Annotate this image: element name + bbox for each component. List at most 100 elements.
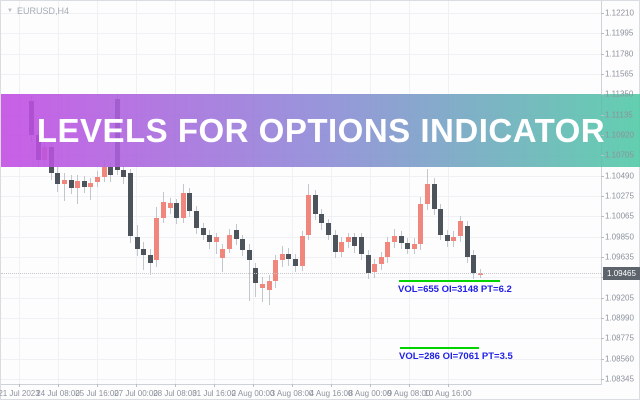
chart-title: ▼ EURUSD,H4 bbox=[7, 6, 69, 16]
candle-body bbox=[194, 210, 199, 228]
time-axis-tick bbox=[136, 384, 137, 387]
price-axis-tick bbox=[601, 338, 604, 339]
candle-body bbox=[174, 203, 179, 219]
candle-body bbox=[293, 259, 298, 266]
chart-plot-area[interactable] bbox=[1, 1, 602, 385]
candle-body bbox=[161, 202, 166, 218]
candle-body bbox=[319, 213, 324, 224]
options-level-annotation: VOL=286 OI=7061 PT=3.5 bbox=[399, 351, 513, 362]
candle-body bbox=[339, 242, 344, 252]
grid-line-horizontal bbox=[1, 338, 601, 339]
grid-line-vertical bbox=[58, 1, 59, 384]
candle-body bbox=[326, 223, 331, 235]
candle-wick bbox=[77, 174, 78, 205]
candle-body bbox=[267, 281, 272, 290]
candle-body bbox=[135, 236, 140, 249]
options-level-line bbox=[400, 347, 479, 349]
time-axis-label: 27 Jul 00:00 bbox=[114, 389, 158, 398]
candle-body bbox=[366, 254, 371, 273]
collapse-triangle-icon: ▼ bbox=[7, 8, 13, 14]
price-axis-label: 1.08990 bbox=[605, 313, 634, 323]
candle-body bbox=[399, 235, 404, 244]
symbol-timeframe-label: EURUSD,H4 bbox=[16, 6, 69, 16]
grid-line-horizontal bbox=[1, 379, 601, 380]
candle-body bbox=[128, 173, 133, 237]
grid-line-horizontal bbox=[1, 277, 601, 278]
candle-body bbox=[346, 237, 351, 243]
candle-wick bbox=[249, 244, 250, 301]
candle-body bbox=[181, 192, 186, 219]
grid-line-vertical bbox=[136, 1, 137, 384]
price-axis-tick bbox=[601, 135, 604, 136]
price-axis-label: 1.12210 bbox=[605, 8, 634, 18]
price-axis-label: 1.10490 bbox=[605, 171, 634, 181]
price-axis-label: 1.10275 bbox=[605, 191, 634, 201]
price-axis-label: 1.09850 bbox=[605, 232, 634, 242]
time-axis-label: 31 Jul 16:00 bbox=[192, 389, 236, 398]
candle-body bbox=[227, 234, 232, 249]
time-axis-tick bbox=[409, 384, 410, 387]
banner-text: LEVELS FOR OPTIONS INDICATOR bbox=[36, 111, 606, 149]
candle-body bbox=[280, 253, 285, 261]
price-axis-label: 1.08560 bbox=[605, 354, 634, 364]
candle-body bbox=[471, 254, 476, 274]
candle-body bbox=[445, 234, 450, 242]
price-axis-label: 1.11135 bbox=[605, 110, 633, 120]
price-axis-label: 1.11995 bbox=[605, 28, 634, 38]
candle-body bbox=[148, 255, 153, 263]
candle-body bbox=[102, 167, 107, 177]
price-axis-tick bbox=[601, 298, 604, 299]
price-axis-tick bbox=[601, 379, 604, 380]
options-level-line bbox=[399, 280, 500, 282]
candle-body bbox=[108, 167, 113, 175]
candle-body bbox=[62, 179, 67, 185]
price-axis-label: 1.09205 bbox=[605, 293, 634, 303]
grid-line-horizontal bbox=[1, 298, 601, 299]
time-axis-label: 10 Aug 16:00 bbox=[424, 389, 472, 398]
current-price-tag: 1.09465 bbox=[603, 267, 640, 280]
candle-wick bbox=[262, 277, 263, 302]
candle-body bbox=[214, 237, 219, 243]
candle-wick bbox=[216, 232, 217, 255]
price-axis-label: 1.10065 bbox=[605, 211, 634, 221]
price-axis-label: 1.08775 bbox=[605, 333, 634, 343]
price-axis-label: 1.11780 bbox=[605, 49, 634, 59]
candle-body bbox=[55, 173, 60, 185]
candle-body bbox=[458, 221, 463, 237]
indicator-banner: LEVELS FOR OPTIONS INDICATOR bbox=[1, 94, 640, 167]
options-level-annotation: VOL=655 OI=3148 PT=6.2 bbox=[398, 284, 512, 295]
price-axis-tick bbox=[601, 74, 604, 75]
grid-line-vertical bbox=[409, 1, 410, 384]
grid-line-vertical bbox=[175, 1, 176, 384]
candle-body bbox=[75, 180, 80, 189]
time-axis-tick bbox=[214, 384, 215, 387]
candle-body bbox=[425, 183, 430, 205]
grid-line-vertical bbox=[253, 1, 254, 384]
grid-line-horizontal bbox=[1, 359, 601, 360]
price-axis-label: 1.10705 bbox=[605, 150, 634, 160]
candle-body bbox=[418, 204, 423, 245]
candle-body bbox=[187, 192, 192, 211]
price-axis-label: 1.11350 bbox=[605, 89, 634, 99]
time-axis-tick bbox=[370, 384, 371, 387]
grid-line-horizontal bbox=[1, 196, 601, 197]
candle-body bbox=[385, 242, 390, 258]
candle-wick bbox=[269, 275, 270, 305]
time-axis-tick bbox=[292, 384, 293, 387]
time-axis-tick bbox=[175, 384, 176, 387]
price-axis-tick bbox=[601, 94, 604, 95]
time-axis-tick bbox=[331, 384, 332, 387]
candle-body bbox=[69, 179, 74, 189]
grid-line-horizontal bbox=[1, 33, 601, 34]
price-axis-tick bbox=[601, 277, 604, 278]
price-axis-label: 1.08345 bbox=[605, 374, 634, 384]
candle-body bbox=[333, 234, 338, 252]
time-axis-tick bbox=[58, 384, 59, 387]
candle-body bbox=[88, 182, 93, 188]
grid-line-vertical bbox=[214, 1, 215, 384]
candle-body bbox=[201, 228, 206, 235]
candle-body bbox=[432, 183, 437, 210]
candle-body bbox=[95, 176, 100, 183]
grid-line-horizontal bbox=[1, 13, 601, 14]
candle-wick bbox=[90, 177, 91, 200]
